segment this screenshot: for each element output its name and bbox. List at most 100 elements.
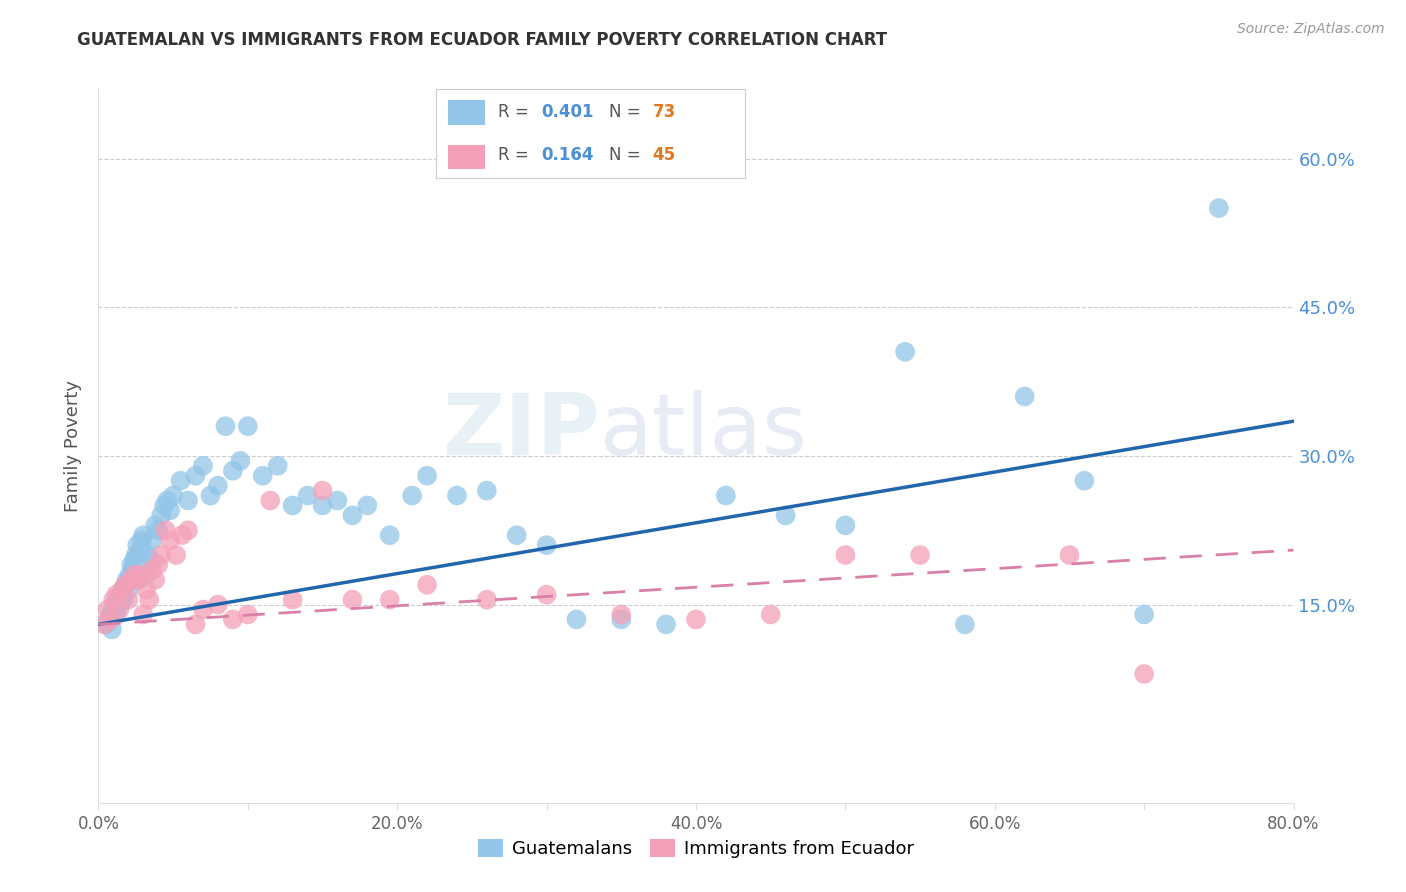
- Point: [191, 458, 214, 473]
- Point: [506, 528, 529, 542]
- Point: [342, 592, 364, 607]
- Point: [120, 573, 142, 587]
- Point: [111, 582, 134, 597]
- Point: [125, 548, 148, 562]
- Point: [148, 558, 170, 572]
- Point: [214, 419, 236, 434]
- Point: [165, 548, 187, 562]
- Point: [141, 563, 163, 577]
- Point: [536, 538, 558, 552]
- Point: [655, 617, 678, 632]
- Point: [114, 578, 136, 592]
- Point: [169, 474, 191, 488]
- Point: [136, 548, 159, 562]
- Text: N =: N =: [609, 146, 645, 164]
- Point: [127, 538, 149, 552]
- Point: [138, 592, 160, 607]
- Point: [156, 493, 179, 508]
- Text: ZIP: ZIP: [443, 390, 600, 474]
- Text: R =: R =: [498, 103, 534, 121]
- Point: [114, 578, 136, 592]
- Point: [135, 582, 157, 597]
- Point: [103, 592, 125, 607]
- Point: [97, 612, 120, 626]
- Point: [191, 602, 214, 616]
- Point: [98, 612, 122, 626]
- Point: [775, 508, 797, 523]
- Point: [207, 478, 229, 492]
- Point: [128, 573, 150, 587]
- Point: [267, 458, 290, 473]
- Point: [177, 493, 200, 508]
- Point: [1059, 548, 1081, 562]
- Point: [311, 499, 333, 513]
- Point: [96, 602, 118, 616]
- Point: [143, 518, 166, 533]
- Text: 0.164: 0.164: [541, 146, 593, 164]
- Point: [222, 612, 245, 626]
- Point: [342, 508, 364, 523]
- Point: [118, 567, 141, 582]
- Point: [132, 528, 155, 542]
- Point: [172, 528, 194, 542]
- Point: [759, 607, 782, 622]
- Point: [112, 592, 135, 607]
- Bar: [449, 145, 485, 169]
- Text: Source: ZipAtlas.com: Source: ZipAtlas.com: [1237, 22, 1385, 37]
- Point: [1133, 607, 1156, 622]
- Bar: [449, 100, 485, 125]
- Point: [148, 523, 170, 537]
- Point: [103, 602, 125, 616]
- Point: [207, 598, 229, 612]
- Point: [115, 573, 138, 587]
- Point: [104, 598, 127, 612]
- Point: [94, 617, 117, 632]
- Point: [159, 503, 181, 517]
- Point: [894, 344, 917, 359]
- Text: 45: 45: [652, 146, 675, 164]
- Point: [1208, 201, 1230, 215]
- Point: [281, 499, 304, 513]
- Point: [124, 567, 146, 582]
- Point: [139, 553, 162, 567]
- Point: [536, 588, 558, 602]
- Point: [107, 592, 129, 607]
- Point: [150, 548, 173, 562]
- Point: [131, 533, 153, 548]
- Point: [117, 592, 139, 607]
- Point: [93, 617, 115, 632]
- Legend: Guatemalans, Immigrants from Ecuador: Guatemalans, Immigrants from Ecuador: [471, 831, 921, 865]
- Point: [1073, 474, 1095, 488]
- Point: [326, 493, 349, 508]
- Point: [101, 623, 124, 637]
- Point: [155, 523, 177, 537]
- Point: [236, 419, 259, 434]
- Point: [184, 468, 207, 483]
- Point: [135, 567, 157, 582]
- Point: [127, 573, 149, 587]
- Point: [132, 607, 155, 622]
- Text: atlas: atlas: [600, 390, 808, 474]
- Point: [120, 558, 142, 572]
- Point: [1014, 389, 1036, 403]
- Point: [124, 553, 146, 567]
- Point: [311, 483, 333, 498]
- Point: [162, 489, 184, 503]
- Point: [105, 607, 128, 622]
- Point: [252, 468, 274, 483]
- Text: R =: R =: [498, 146, 534, 164]
- Point: [108, 602, 131, 616]
- Point: [259, 493, 281, 508]
- Point: [834, 518, 856, 533]
- Point: [416, 578, 439, 592]
- Text: 73: 73: [652, 103, 676, 121]
- Point: [121, 563, 143, 577]
- Point: [108, 598, 131, 612]
- Point: [177, 523, 200, 537]
- Point: [200, 489, 222, 503]
- Point: [153, 499, 176, 513]
- Point: [229, 454, 252, 468]
- Point: [610, 612, 633, 626]
- Point: [953, 617, 976, 632]
- Point: [446, 489, 468, 503]
